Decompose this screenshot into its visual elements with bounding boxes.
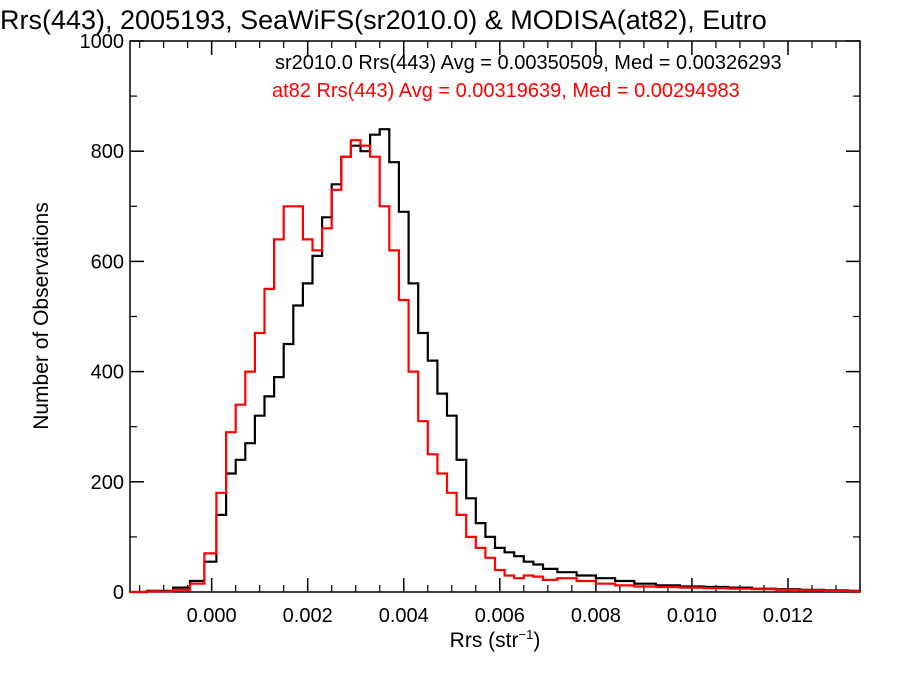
chart-title: Rrs(443), 2005193, SeaWiFS(sr2010.0) & M…: [0, 5, 767, 35]
series-layer: [130, 128, 860, 594]
y-tick-label: 200: [91, 472, 124, 494]
y-axis-label: Number of Observations: [30, 202, 53, 430]
series-line-sr2010.0: [130, 128, 860, 594]
x-axis: 0.000 0.002 0.004 0.006 0.008 0.010 0.012: [139, 41, 861, 627]
plot-frame: [129, 40, 861, 593]
x-tick-label: 0.008: [571, 605, 621, 627]
y-tick-label: 800: [91, 141, 124, 163]
legend-entry-at82: at82 Rrs(443) Avg = 0.00319639, Med = 0.…: [272, 80, 740, 102]
x-axis-label-main: Rrs (str: [450, 629, 519, 652]
legend-entry-sr2010: sr2010.0 Rrs(443) Avg = 0.00350509, Med …: [275, 52, 782, 74]
x-axis-label: Rrs (str−1): [450, 627, 541, 652]
y-tick-label: 400: [91, 362, 124, 384]
y-axis: 0 200 400 600 800 1000: [80, 31, 860, 604]
x-tick-label: 0.006: [475, 605, 525, 627]
y-tick-label: 0: [113, 582, 124, 604]
y-tick-label: 600: [91, 251, 124, 273]
x-tick-label: 0.000: [187, 605, 237, 627]
x-tick-label: 0.012: [763, 605, 813, 627]
y-tick-label: 1000: [80, 31, 125, 53]
series-line-at82: [130, 139, 860, 594]
x-axis-label-close: ): [533, 629, 540, 652]
x-tick-label: 0.010: [667, 605, 717, 627]
x-tick-label: 0.002: [283, 605, 333, 627]
x-axis-label-superscript: −1: [519, 627, 534, 642]
x-tick-label: 0.004: [379, 605, 429, 627]
